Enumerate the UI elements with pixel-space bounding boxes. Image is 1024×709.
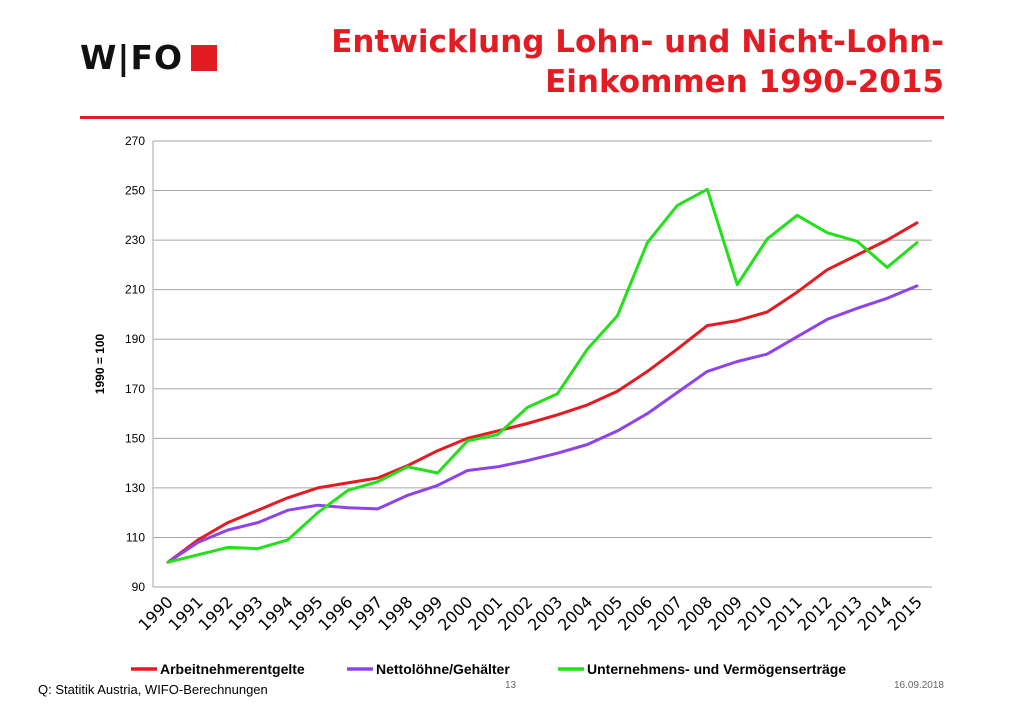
x-tick-label: 2015 (884, 592, 926, 634)
logo-text: W|FO (80, 38, 184, 77)
footer-date: 16.09.2018 (893, 680, 944, 691)
page-title: Entwicklung Lohn- und Nicht-Lohn- Einkom… (331, 22, 944, 102)
y-axis-label: 1990 = 100 (93, 333, 107, 394)
y-tick-label: 270 (125, 134, 145, 148)
y-tick-label: 210 (125, 283, 145, 297)
y-tick-label: 130 (125, 481, 145, 495)
y-tick-label: 90 (132, 580, 146, 594)
wifo-logo: W|FO (80, 38, 218, 77)
logo-square-icon (191, 45, 218, 71)
series-line (166, 187, 919, 564)
series-line (166, 284, 919, 564)
y-tick-label: 170 (125, 382, 145, 396)
y-tick-label: 150 (125, 431, 145, 445)
page-number: 13 (505, 680, 517, 691)
page-title-line-1: Entwicklung Lohn- und Nicht-Lohn- (331, 24, 944, 60)
y-tick-label: 190 (125, 332, 145, 346)
series-line (166, 221, 919, 564)
legend-label: Arbeitnehmerentgelte (160, 661, 305, 677)
title-divider (80, 116, 944, 119)
legend-label: Nettolöhne/Gehälter (376, 661, 510, 677)
page-title-line-2: Einkommen 1990-2015 (545, 64, 944, 100)
legend-label: Unternehmens- und Vermögenserträge (587, 661, 846, 677)
source-note: Q: Statitik Austria, WIFO-Berechnungen (38, 682, 268, 697)
y-tick-label: 250 (125, 184, 145, 198)
y-tick-label: 230 (125, 233, 145, 247)
y-tick-label: 110 (126, 530, 145, 544)
